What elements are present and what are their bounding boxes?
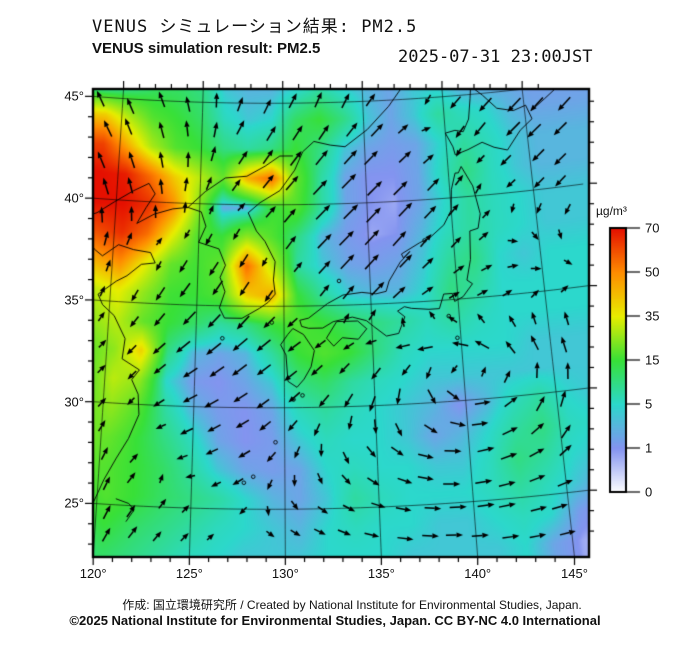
colorbar-tick-label: 0 — [645, 484, 653, 500]
lat-tick-label: 40° — [64, 190, 84, 206]
timestamp: 2025-07-31 23:00JST — [398, 47, 593, 67]
lon-tick-label: 145° — [561, 566, 588, 581]
colorbar-tick-label: 50 — [645, 264, 660, 280]
lon-tick-label: 120° — [79, 566, 107, 581]
colorbar-unit-label: µg/m³ — [596, 204, 627, 218]
lat-tick-label: 30° — [64, 394, 84, 410]
page-title-jp: VENUS シミュレーション結果: PM2.5 — [92, 17, 418, 37]
colorbar-tick-label: 1 — [645, 440, 653, 456]
license-line: ©2025 National Institute for Environment… — [69, 613, 601, 628]
colorbar-tick-label: 35 — [645, 308, 660, 324]
lon-tick-label: 140° — [464, 566, 492, 581]
colorbar-tick-label: 15 — [645, 352, 660, 368]
colorbar-tick-label: 5 — [645, 396, 653, 412]
credit-line: 作成: 国立環境研究所 / Created by National Instit… — [122, 598, 582, 612]
colorbar-tick-label: 70 — [645, 220, 660, 236]
lon-tick-label: 130° — [271, 566, 299, 581]
lon-tick-label: 125° — [175, 566, 203, 581]
lat-tick-label: 35° — [64, 292, 84, 308]
lon-tick-label: 135° — [367, 566, 395, 581]
lat-tick-label: 25° — [64, 495, 84, 511]
page-title-en: VENUS simulation result: PM2.5 — [92, 40, 321, 57]
lat-tick-label: 45° — [64, 88, 84, 104]
